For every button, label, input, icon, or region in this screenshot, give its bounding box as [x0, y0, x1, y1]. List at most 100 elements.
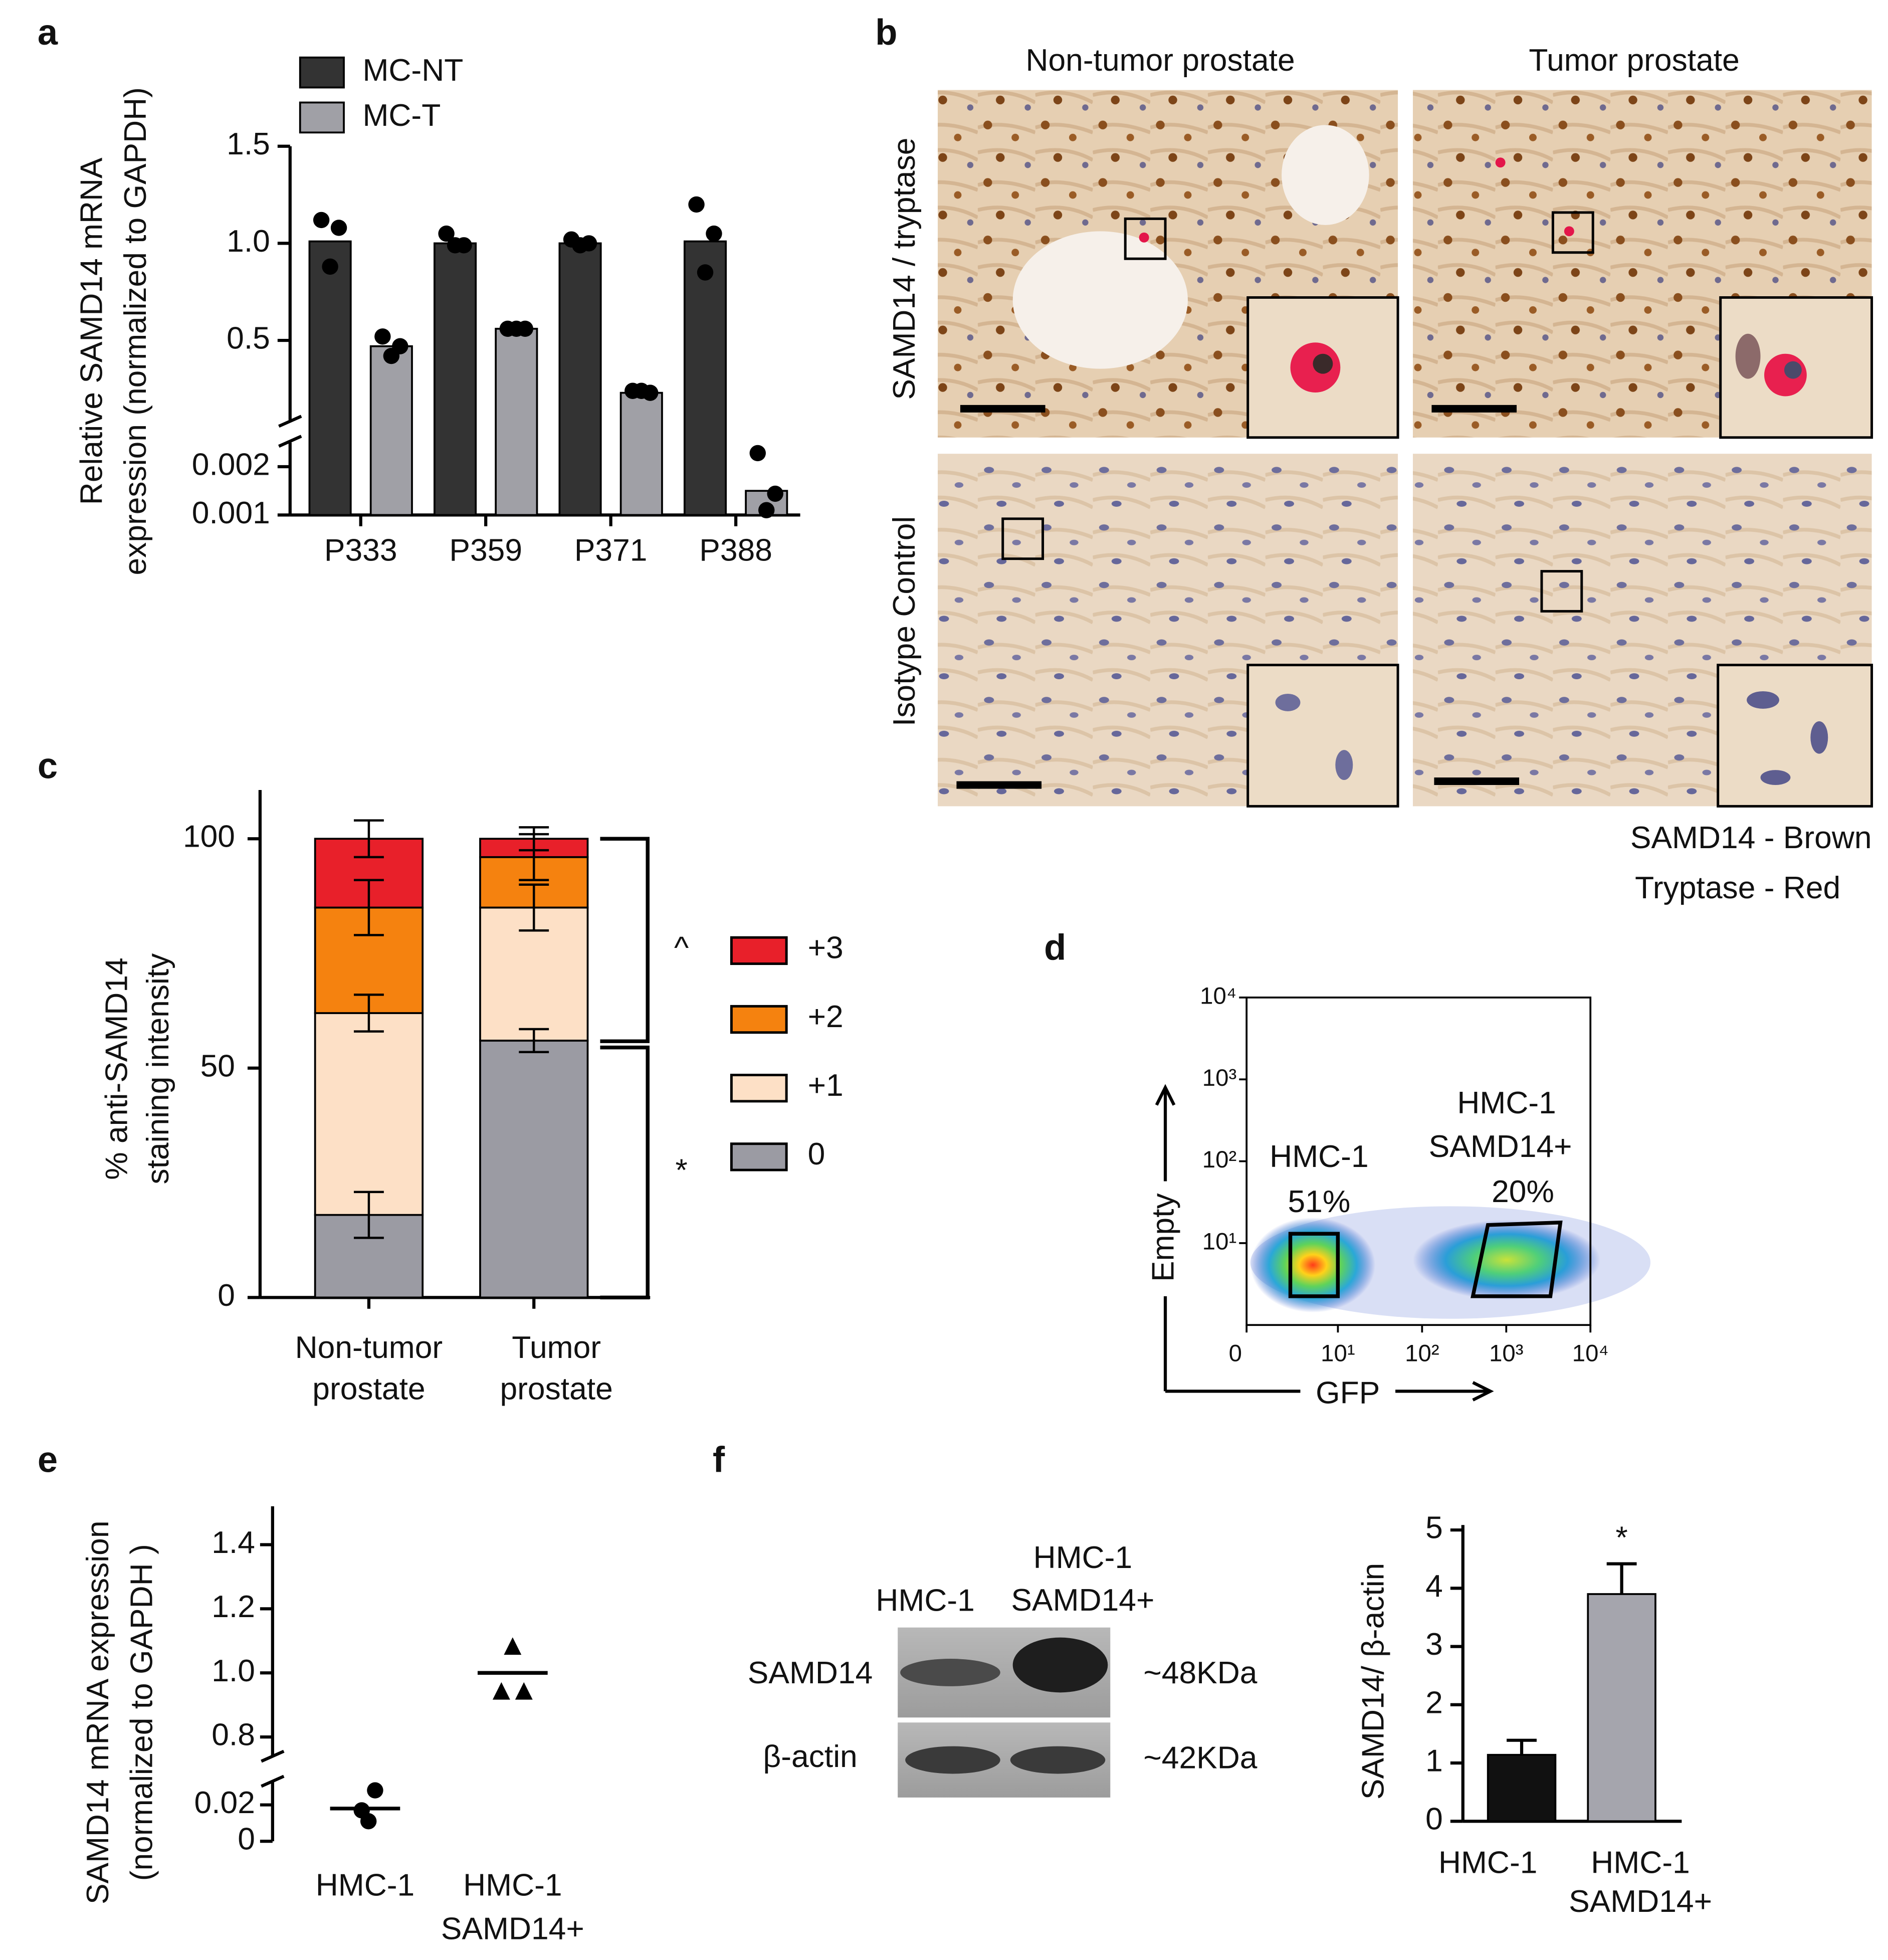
bar	[558, 242, 602, 516]
y-tick-label: 2	[1425, 1685, 1443, 1720]
x-axis-label: GFP	[1316, 1376, 1380, 1410]
mast-cell	[1139, 232, 1149, 243]
x-tick-label: P371	[574, 533, 648, 568]
y-tick-label: 0.5	[227, 321, 270, 356]
legend-swatch	[299, 56, 345, 89]
bar	[619, 391, 663, 516]
legend-label: +2	[808, 1000, 844, 1034]
y-tick-label: 0.02	[194, 1786, 255, 1820]
data-point	[492, 1682, 510, 1700]
data-point	[508, 320, 525, 337]
y-tick-label: 0	[1425, 1802, 1443, 1837]
y-tick-label: 0.001	[192, 496, 270, 530]
error-bar	[354, 994, 384, 1033]
bar	[308, 240, 352, 516]
legend-label: +1	[808, 1068, 844, 1103]
blot-band	[1012, 1637, 1108, 1693]
x-tick-label: HMC-1 SAMD14+	[1569, 1846, 1712, 1919]
lane-label: HMC-1 SAMD14+	[1011, 1541, 1154, 1618]
y-axis-label: Empty	[1146, 1193, 1181, 1282]
x-tick-label: HMC-1 SAMD14+	[441, 1868, 584, 1946]
bar	[369, 345, 413, 516]
y-tick-label: 1.2	[212, 1590, 255, 1624]
flow-density	[1250, 1206, 1651, 1319]
row-label: SAMD14 / tryptase	[887, 138, 922, 400]
row-label: Isotype Control	[887, 516, 922, 726]
data-point	[572, 237, 588, 254]
y-tick-label: 0.8	[212, 1718, 255, 1752]
error-bar	[519, 883, 549, 932]
bar-segment	[314, 1012, 424, 1216]
error-bar	[519, 1028, 549, 1054]
data-point	[758, 502, 775, 518]
inset-nucleus	[1335, 750, 1353, 780]
y-tick-label: 1.4	[212, 1525, 255, 1560]
axis-break	[261, 1775, 285, 1788]
y-axis-label: % anti-SAMD14	[99, 957, 134, 1180]
annotation: *	[1615, 1521, 1627, 1555]
legend-swatch	[299, 101, 345, 134]
data-point	[447, 237, 464, 254]
lumen	[1012, 231, 1188, 369]
data-point	[515, 1682, 533, 1700]
y-axis-label: staining intensity	[141, 953, 175, 1185]
zoom-box	[1124, 217, 1167, 260]
mast-cell	[1495, 157, 1506, 168]
inset-nucleus	[1810, 721, 1828, 754]
y-tick-label: 5	[1425, 1511, 1443, 1545]
stain-legend: SAMD14 - Brown	[1630, 821, 1872, 855]
panel-label: d	[1044, 927, 1066, 967]
y-axis-label: expression (normalized to GAPDH)	[118, 87, 153, 575]
band-size: ~48KDa	[1143, 1656, 1257, 1690]
stain-legend: Tryptase - Red	[1635, 871, 1840, 905]
panel-label: f	[713, 1440, 725, 1480]
legend-label: MC-NT	[362, 53, 463, 88]
zoom-box	[1551, 211, 1594, 254]
axis-break	[278, 415, 302, 428]
error-bar	[354, 819, 384, 859]
y-tick-label: 50	[200, 1049, 235, 1083]
bar-segment	[479, 1040, 589, 1299]
data-point	[633, 382, 650, 399]
column-title: Tumor prostate	[1529, 43, 1739, 78]
band-label: β-actin	[763, 1739, 857, 1774]
blot-band	[1010, 1746, 1106, 1774]
density-cloud	[1413, 1220, 1601, 1300]
band-size: ~42KDa	[1143, 1740, 1257, 1775]
x-tick-label: Non-tumor prostate	[295, 1331, 443, 1407]
annotation: *	[675, 1153, 687, 1188]
legend-label: MC-T	[362, 98, 441, 133]
data-point	[749, 445, 766, 462]
y-tick-label: 1	[1425, 1743, 1443, 1778]
bar	[495, 327, 538, 516]
x-tick-label: P388	[699, 533, 772, 568]
inset-cell	[1764, 353, 1807, 397]
density-cloud	[1250, 1217, 1376, 1313]
bar	[434, 242, 477, 516]
bar	[1587, 1593, 1656, 1823]
y-tick-label: 1.0	[212, 1654, 255, 1688]
error-bar	[354, 879, 384, 936]
x-tick-label: 10¹	[1321, 1340, 1355, 1367]
gate-label: 20%	[1492, 1174, 1554, 1209]
y-tick-label: 0.002	[192, 447, 270, 482]
panel-label: b	[875, 13, 897, 53]
inset	[1246, 664, 1399, 808]
label-bg	[1300, 1375, 1396, 1410]
x-tick-label: 10³	[1489, 1340, 1523, 1367]
y-axis-label: SAMD14/ β-actin	[1356, 1563, 1391, 1800]
data-point	[438, 225, 455, 242]
y-tick-label: 0	[218, 1278, 235, 1313]
data-point	[313, 212, 330, 229]
zoom-box	[1540, 570, 1583, 613]
panel-label: c	[38, 746, 58, 787]
legend-swatch	[730, 1142, 788, 1171]
legend-label: 0	[808, 1137, 825, 1171]
error-bar	[1606, 1562, 1637, 1595]
gate-label: HMC-1	[1270, 1139, 1368, 1174]
y-tick-label: 10¹	[1202, 1228, 1236, 1255]
inset-nucleus	[1275, 693, 1301, 711]
data-point	[767, 485, 783, 502]
data-point	[330, 220, 347, 236]
axis-break	[261, 1749, 285, 1763]
